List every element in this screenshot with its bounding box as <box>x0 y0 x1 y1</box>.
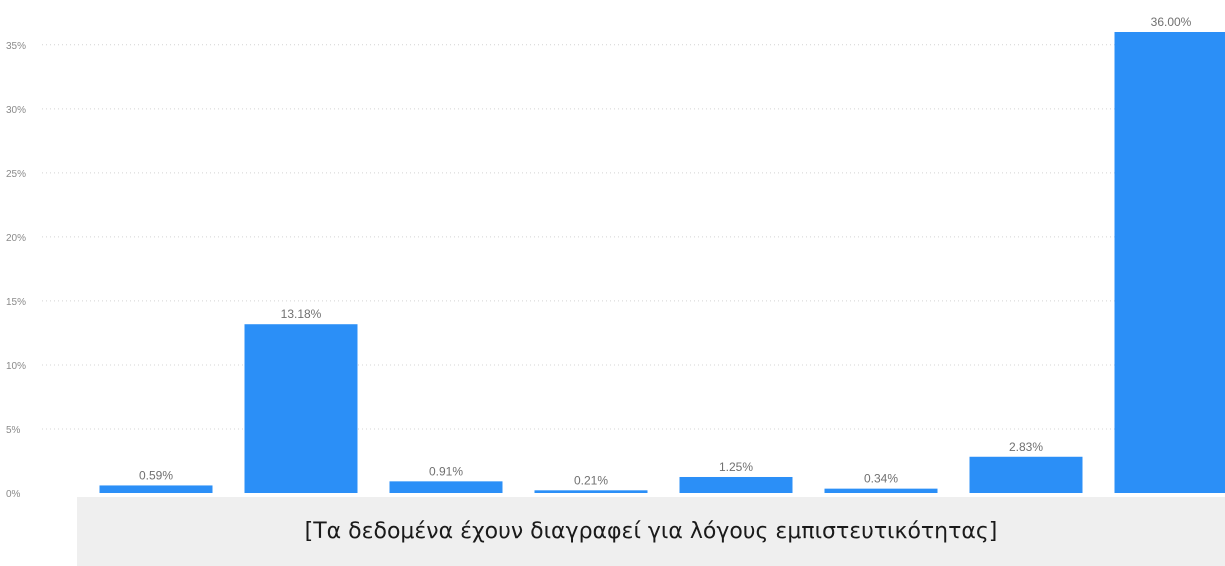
y-tick-label: 30% <box>6 105 26 116</box>
bar-data-label: 13.18% <box>281 307 322 321</box>
bar <box>1114 32 1225 493</box>
bar <box>969 456 1083 493</box>
bar-data-label: 0.59% <box>139 468 173 482</box>
y-tick-label: 20% <box>6 233 26 244</box>
bar-data-label: 1.25% <box>719 460 753 474</box>
bar <box>99 485 213 493</box>
bar <box>244 324 358 493</box>
bar-data-label: 0.21% <box>574 473 608 487</box>
bar-data-label: 2.83% <box>1009 440 1043 454</box>
redaction-text: [Τα δεδομένα έχουν διαγραφεί για λόγους … <box>304 519 998 544</box>
bar <box>679 476 793 493</box>
y-tick-label: 25% <box>6 169 26 180</box>
redaction-notice: [Τα δεδομένα έχουν διαγραφεί για λόγους … <box>77 497 1225 566</box>
bar <box>824 488 938 493</box>
y-tick-label: 0% <box>6 489 21 500</box>
bar-data-label: 0.91% <box>429 464 463 478</box>
bar <box>534 490 648 493</box>
y-tick-label: 5% <box>6 425 21 436</box>
y-tick-label: 35% <box>6 41 26 52</box>
y-tick-label: 10% <box>6 361 26 372</box>
bar-data-label: 36.00% <box>1151 15 1192 29</box>
y-axis-ticks: 0% 5% 10% 15% 20% 25% 30% 35% <box>6 41 26 500</box>
bar-data-label: 0.34% <box>864 472 898 486</box>
bar <box>389 481 503 493</box>
gridlines <box>42 44 1225 430</box>
data-labels: 0.59% 13.18% 0.91% 0.21% 1.25% 0.34% 2.83% 36.0… <box>139 15 1192 487</box>
bars <box>99 32 1225 493</box>
y-tick-label: 15% <box>6 297 26 308</box>
